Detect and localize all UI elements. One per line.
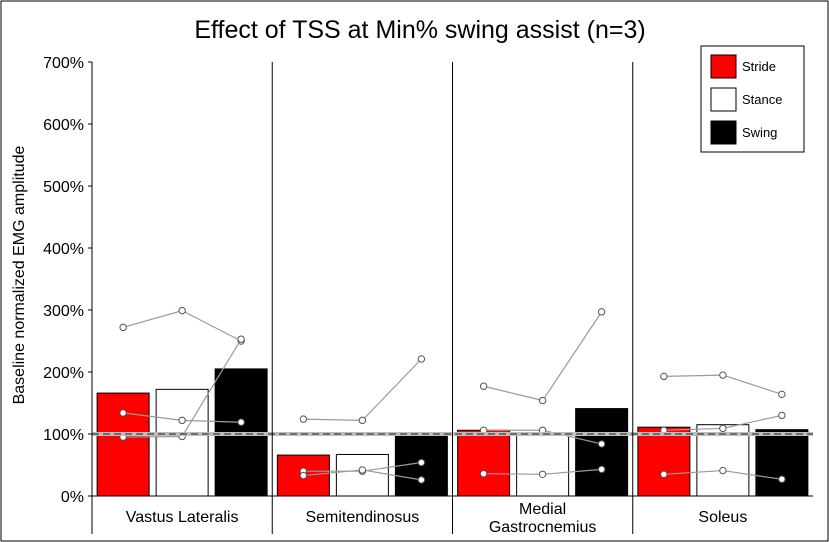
subject-point — [719, 466, 727, 475]
y-tick-label: 300% — [43, 303, 84, 320]
legend-swatch-swing — [710, 120, 737, 145]
legend-label-swing: Swing — [742, 125, 777, 140]
subject-point — [660, 470, 668, 478]
subject-point — [479, 382, 488, 390]
legend-swatch-stance — [710, 87, 737, 112]
x-category-label: Soleus — [698, 509, 747, 526]
bar-stance — [696, 424, 750, 497]
bar-swing — [575, 408, 629, 497]
bar-swing — [755, 429, 809, 497]
y-tick-label: 500% — [43, 179, 84, 196]
chart-title: Effect of TSS at Min% swing assist (n=3) — [194, 16, 645, 44]
subject-point — [660, 372, 668, 381]
subject-point — [119, 323, 127, 332]
y-tick-label: 400% — [43, 241, 84, 258]
legend-label-stride: Stride — [742, 59, 776, 74]
x-category-label: Gastrocnemius — [489, 519, 597, 536]
y-tick-label: 600% — [43, 117, 84, 134]
subject-point — [237, 418, 245, 426]
y-tick-label: 200% — [43, 365, 84, 382]
subject-point — [778, 411, 786, 420]
legend-label-stance: Stance — [742, 92, 782, 107]
x-category-label: Medial — [519, 501, 566, 518]
subject-point — [417, 458, 426, 467]
bar-stance — [335, 453, 389, 497]
subject-point — [719, 371, 727, 379]
x-category-label: Semitendinosus — [305, 509, 419, 526]
plot-area: 0% 100% 200% 300% 400% 500% 600% 700% Vastus Lat… — [43, 45, 813, 536]
subject-point — [237, 335, 245, 343]
y-tick-label: 0% — [61, 489, 84, 506]
subject-point — [597, 308, 606, 316]
subject-point — [119, 409, 127, 417]
bar-stride — [637, 426, 691, 497]
subject-point — [538, 396, 547, 405]
subject-point — [597, 465, 606, 474]
subject-point — [358, 416, 367, 425]
legend-swatch-stride — [710, 54, 737, 79]
subject-point — [479, 469, 488, 478]
subject-point — [417, 476, 426, 484]
subject-point — [178, 416, 186, 425]
subject-point — [299, 415, 308, 423]
subject-point — [178, 306, 186, 315]
bar-stride — [96, 392, 150, 497]
subject-point — [299, 471, 308, 480]
y-axis-label: Baseline normalized EMG amplitude — [11, 146, 28, 405]
subject-point — [597, 440, 606, 448]
bar-stride — [457, 429, 511, 497]
subject-point — [778, 475, 786, 483]
subject-point — [358, 466, 367, 474]
subject-point — [417, 355, 426, 363]
y-tick-label: 700% — [43, 55, 84, 72]
subject-point — [719, 424, 727, 433]
y-tick-label: 100% — [43, 427, 84, 444]
bar-stance — [516, 433, 570, 497]
subject-point — [778, 390, 786, 399]
x-category-label: Vastus Lateralis — [126, 509, 239, 526]
subject-point — [538, 470, 547, 478]
